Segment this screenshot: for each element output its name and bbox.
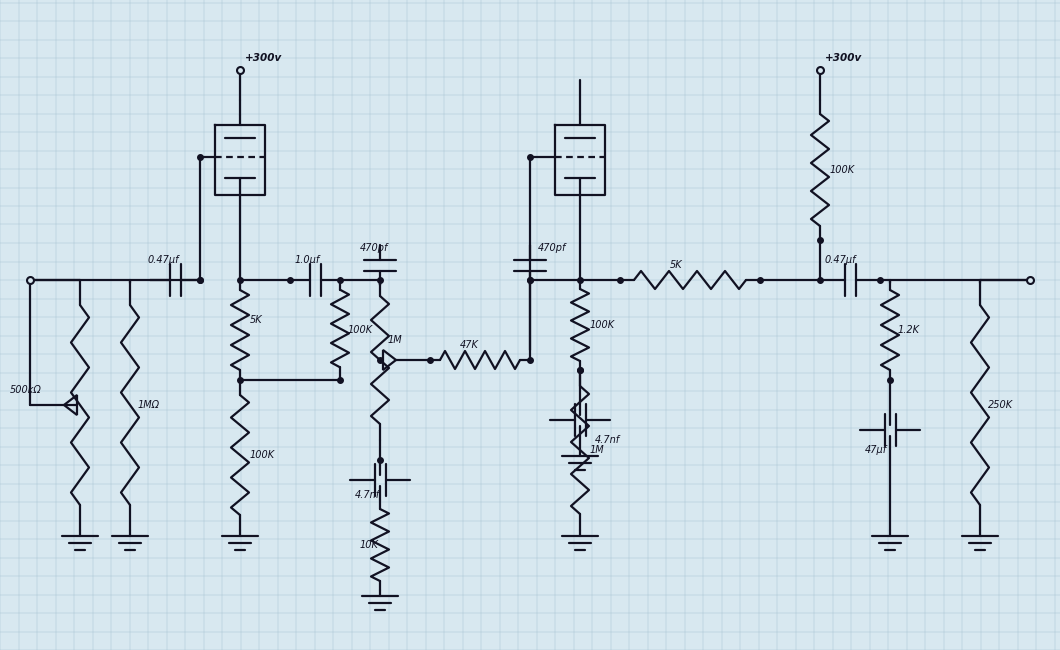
Text: 100K: 100K [250,450,276,460]
Text: 1M: 1M [388,335,403,345]
Text: 1MΩ: 1MΩ [138,400,160,410]
Text: 1.0µf: 1.0µf [295,255,320,265]
Text: 0.47µf: 0.47µf [825,255,856,265]
Text: 100K: 100K [830,165,855,175]
Text: 470pf: 470pf [360,243,388,253]
Text: 4.7nf: 4.7nf [595,435,620,445]
Text: 47K: 47K [460,340,479,350]
Text: +300v: +300v [245,53,282,63]
Text: 1M: 1M [590,445,604,455]
Text: 47µf: 47µf [865,445,887,455]
Text: 100K: 100K [348,325,373,335]
Text: 0.47µf: 0.47µf [148,255,179,265]
Text: 470pf: 470pf [538,243,566,253]
Text: +300v: +300v [825,53,862,63]
Text: 4.7nf: 4.7nf [355,490,381,500]
Text: 1.2K: 1.2K [898,325,920,335]
Text: 500kΩ: 500kΩ [10,385,42,395]
Text: 100K: 100K [590,320,615,330]
Text: 250K: 250K [988,400,1013,410]
Text: 5K: 5K [250,315,263,325]
Text: 10K: 10K [360,540,378,550]
Text: 5K: 5K [670,260,683,270]
